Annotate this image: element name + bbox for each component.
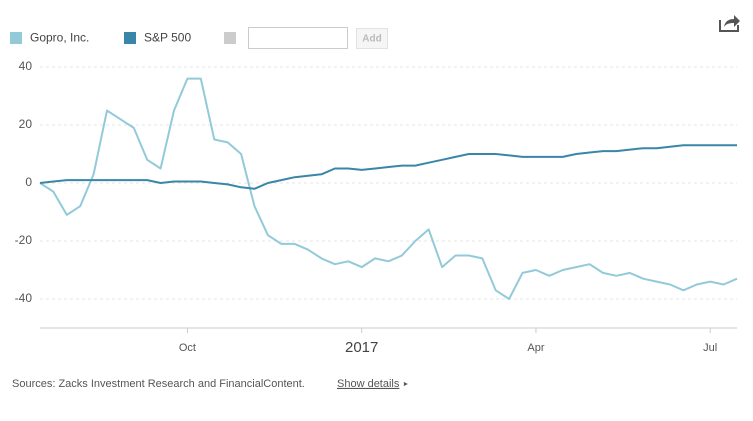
series-line <box>39 144 737 190</box>
details-link[interactable]: Show details <box>337 378 400 390</box>
details-arrow <box>403 382 408 386</box>
series-line <box>39 77 738 300</box>
source-note: Sources: Zacks Investment Research and F… <box>12 378 305 390</box>
legend-label: Gopro, Inc. <box>30 31 89 45</box>
x-tick-label: Oct <box>179 342 196 354</box>
x-tick-label: Apr <box>527 342 544 354</box>
legend-swatch <box>10 32 22 44</box>
x-tick-label: Jul <box>703 342 717 354</box>
add-button[interactable] <box>356 28 388 49</box>
y-tick-label: -20 <box>15 233 33 247</box>
y-tick-label: 20 <box>19 117 33 131</box>
symbol-input[interactable] <box>248 27 348 49</box>
add-button-label[interactable]: Add <box>362 34 381 45</box>
y-tick-label: 0 <box>25 175 32 189</box>
legend-label: S&P 500 <box>144 31 191 45</box>
share-icon[interactable] <box>719 15 740 32</box>
legend-swatch-empty <box>224 32 236 44</box>
y-tick-label: -40 <box>15 291 33 305</box>
y-tick-label: 40 <box>19 59 33 73</box>
legend-swatch <box>124 32 136 44</box>
x-tick-label: 2017 <box>345 339 378 356</box>
